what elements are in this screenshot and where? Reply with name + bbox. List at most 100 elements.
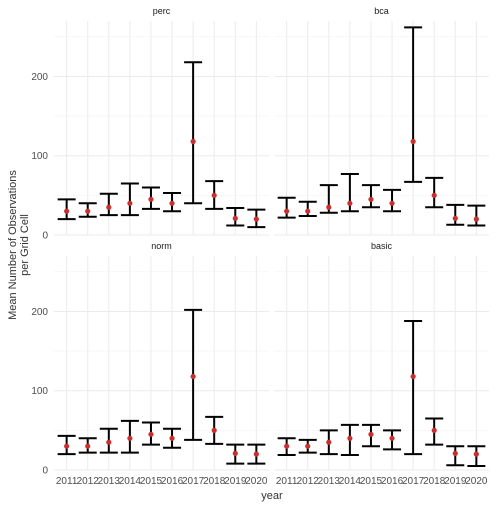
mean-point-basic-2018 xyxy=(431,427,437,433)
panel-bca: bca xyxy=(274,6,489,236)
errorbar-norm-2019 xyxy=(226,443,245,465)
mean-point-perc-2020 xyxy=(253,216,259,222)
errorbar-bca-2019 xyxy=(446,203,465,226)
x-tick-label: 2012 xyxy=(77,476,100,487)
x-tick-label: 2015 xyxy=(360,476,383,487)
mean-point-norm-2017 xyxy=(190,373,196,380)
mean-point-bca-2019 xyxy=(452,215,458,221)
x-axis-title: year xyxy=(261,490,283,502)
x-tick-label: 2016 xyxy=(381,476,404,487)
mean-point-norm-2016 xyxy=(169,435,175,441)
errorbar-bca-2016 xyxy=(383,188,402,213)
x-tick-label: 2019 xyxy=(224,476,247,487)
errorbar-norm-2018 xyxy=(205,415,224,445)
errorbar-norm-2017 xyxy=(184,308,203,441)
errorbar-perc-2017 xyxy=(184,61,203,205)
mean-point-perc-2017 xyxy=(190,138,196,145)
mean-point-bca-2013 xyxy=(326,204,332,210)
errorbar-norm-2013 xyxy=(99,427,118,454)
errorbar-basic-2018 xyxy=(425,417,444,446)
mean-point-norm-2011 xyxy=(64,443,70,449)
errorbar-perc-2011 xyxy=(57,198,76,221)
mean-point-norm-2014 xyxy=(127,435,133,441)
errorbar-norm-2012 xyxy=(78,437,97,454)
mean-point-bca-2014 xyxy=(347,200,353,206)
x-tick-label: 2018 xyxy=(423,476,446,487)
errorbar-norm-2014 xyxy=(120,419,139,454)
x-tick-label: 2014 xyxy=(339,476,362,487)
mean-point-basic-2012 xyxy=(305,443,311,449)
panel-background xyxy=(274,256,489,470)
errorbar-bca-2013 xyxy=(319,184,338,214)
errorbar-basic-2017 xyxy=(404,319,423,456)
mean-point-perc-2015 xyxy=(148,196,154,202)
x-tick-label: 2018 xyxy=(203,476,226,487)
mean-point-bca-2020 xyxy=(473,216,479,222)
mean-point-bca-2012 xyxy=(305,208,311,214)
mean-point-basic-2011 xyxy=(284,443,290,449)
y-tick-label: 100 xyxy=(31,151,48,162)
y-tick-label: 0 xyxy=(42,466,48,477)
x-tick-label: 2020 xyxy=(465,476,488,487)
errorbar-basic-2011 xyxy=(277,437,296,456)
errorbar-bca-2020 xyxy=(467,204,486,227)
errorbar-perc-2016 xyxy=(163,191,182,213)
mean-point-bca-2017 xyxy=(410,138,416,145)
strip-label-bca: bca xyxy=(374,6,389,16)
mean-point-bca-2016 xyxy=(389,200,395,206)
mean-point-basic-2013 xyxy=(326,439,332,445)
x-tick-label: 2014 xyxy=(119,476,142,487)
x-tick-label: 2013 xyxy=(98,476,121,487)
errorbar-basic-2014 xyxy=(340,423,359,456)
errorbar-basic-2016 xyxy=(383,429,402,451)
errorbar-perc-2012 xyxy=(78,202,97,218)
errorbar-basic-2020 xyxy=(467,445,486,468)
x-tick-label: 2019 xyxy=(444,476,467,487)
errorbar-bca-2014 xyxy=(340,172,359,213)
mean-point-perc-2019 xyxy=(232,215,238,221)
x-tick-label: 2017 xyxy=(182,476,205,487)
errorbar-perc-2014 xyxy=(120,182,139,217)
errorbar-bca-2012 xyxy=(298,200,317,217)
errorbar-bca-2011 xyxy=(277,196,296,219)
mean-point-basic-2019 xyxy=(452,450,458,456)
errorbar-bca-2015 xyxy=(361,184,380,209)
mean-point-basic-2017 xyxy=(410,373,416,380)
x-tick-label: 2013 xyxy=(318,476,341,487)
panel-background xyxy=(54,21,269,235)
panel-background xyxy=(54,256,269,470)
mean-point-bca-2018 xyxy=(431,192,437,198)
strip-label-norm: norm xyxy=(151,241,172,251)
errorbar-perc-2020 xyxy=(247,208,266,229)
mean-point-perc-2016 xyxy=(169,200,175,206)
panel-perc: perc 0 100 200 xyxy=(31,6,269,242)
y-tick-label: 200 xyxy=(31,72,48,83)
errorbar-basic-2012 xyxy=(298,438,317,454)
mean-point-norm-2020 xyxy=(253,451,259,457)
mean-point-norm-2018 xyxy=(211,427,217,433)
x-tick-label: 2016 xyxy=(161,476,184,487)
mean-point-norm-2019 xyxy=(232,450,238,456)
x-tick-label: 2011 xyxy=(56,476,78,487)
errorbar-norm-2011 xyxy=(57,434,76,456)
strip-label-basic: basic xyxy=(371,241,393,251)
y-axis-title-line-1: Mean Number of Observations xyxy=(7,170,19,320)
errorbar-bca-2017 xyxy=(404,26,423,183)
errorbar-perc-2015 xyxy=(141,186,160,210)
mean-point-norm-2013 xyxy=(106,439,112,445)
errorbar-perc-2019 xyxy=(226,207,245,227)
errorbar-perc-2013 xyxy=(99,192,118,217)
errorbar-norm-2020 xyxy=(247,443,266,465)
mean-point-perc-2014 xyxy=(127,200,133,206)
strip-label-perc: perc xyxy=(153,6,171,16)
errorbar-norm-2015 xyxy=(141,421,160,446)
x-tick-label: 2015 xyxy=(140,476,163,487)
x-tick-label: 2020 xyxy=(245,476,268,487)
errorbar-basic-2015 xyxy=(361,423,380,448)
mean-point-basic-2016 xyxy=(389,435,395,441)
mean-point-perc-2013 xyxy=(106,204,112,210)
